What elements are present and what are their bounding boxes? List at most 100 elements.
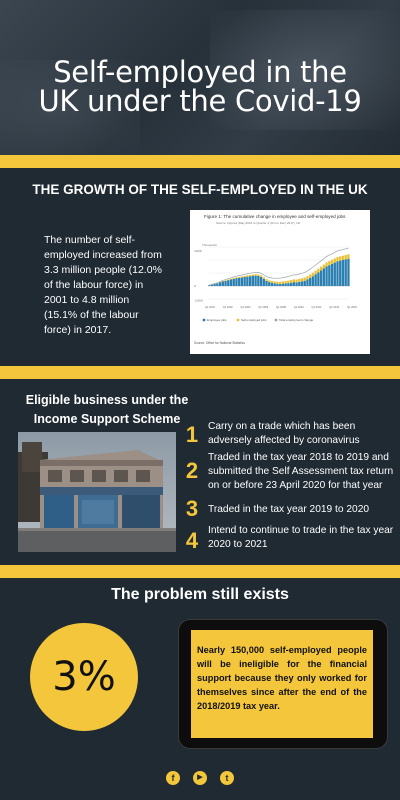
divider-stripe <box>0 155 400 168</box>
chart-bar-self-employed <box>240 276 244 278</box>
chart-bar-self-employed <box>281 281 285 284</box>
chart-bar-employee <box>246 276 249 286</box>
chart-bar-employee <box>276 283 279 286</box>
chart-xtick-label: Q1 2016 <box>347 305 358 309</box>
chart-xtick-label: Q1 2014 <box>329 305 340 309</box>
chart-line-total <box>209 247 349 286</box>
chart-bar-self-employed <box>276 281 279 284</box>
chart-bar-employee <box>221 281 224 286</box>
chart-bar-employee <box>336 261 339 286</box>
chart-bar-self-employed <box>229 278 233 280</box>
chart-bar-self-employed <box>262 277 265 279</box>
chart-bar-self-employed <box>224 280 227 281</box>
chart-bar-employee <box>298 281 301 286</box>
chart-bar-self-employed <box>347 254 350 259</box>
chart-bar-self-employed <box>246 275 249 277</box>
chart-bar-self-employed <box>273 281 276 284</box>
chart-bar-employee <box>279 284 282 286</box>
chart-bar-self-employed <box>306 276 309 280</box>
chart-bar-self-employed <box>333 258 336 263</box>
condition-text: Intend to continue to trade in the tax y… <box>208 525 394 550</box>
chart-ytick-label: -2,000 <box>194 298 203 302</box>
chart-bar-self-employed <box>300 278 304 282</box>
chart-svg: Figure 1: The cumulative change in emplo… <box>194 214 358 345</box>
chart-bar-employee <box>295 282 298 286</box>
chart-bar-self-employed <box>284 281 287 284</box>
chart-bar-self-employed <box>303 277 306 281</box>
eligible-heading-line: Eligible business under the <box>25 393 189 407</box>
chart-legend-swatch <box>236 318 240 322</box>
chart-bar-self-employed <box>319 266 323 271</box>
chart-bar-self-employed <box>243 275 246 277</box>
chart-ytick-label: 0 <box>194 284 196 288</box>
chart-bar-employee <box>224 280 227 286</box>
chart-bar-self-employed <box>339 256 342 261</box>
chart-bar-self-employed <box>248 274 252 277</box>
chart-bar-employee <box>317 272 320 286</box>
chart-bar-employee <box>262 278 265 286</box>
facebook-icon[interactable]: f <box>166 771 180 785</box>
chart-bar-employee <box>339 260 342 286</box>
chart-xtick-label: Q1 2001 <box>205 305 216 309</box>
chart-bar-self-employed <box>289 280 293 283</box>
divider-stripe <box>0 366 400 379</box>
chart-bar-employee <box>238 277 241 286</box>
chart-xtick-label: Q1 2004 <box>241 305 252 309</box>
chart-bar-employee <box>265 280 268 286</box>
chart-bar-employee <box>213 284 216 286</box>
hero-banner: Self-employed in the UK under the Covid-… <box>0 0 400 155</box>
chart-bar-self-employed <box>295 279 298 283</box>
chart-bar-employee <box>284 283 287 286</box>
chart-bar-self-employed <box>325 262 328 267</box>
chart-bar-employee <box>328 265 331 286</box>
chart-bar-self-employed <box>235 277 238 279</box>
youtube-icon[interactable]: ▶ <box>193 771 207 785</box>
chart-bar-employee <box>208 285 211 286</box>
eligible-heading: Eligible business under the Income Suppo… <box>14 391 200 429</box>
growth-description: The number of self-employed increased fr… <box>44 234 162 336</box>
chart-bar-employee <box>229 279 233 286</box>
chart-bar-employee <box>306 279 309 286</box>
hero-title-line: Self-employed in the <box>53 55 347 89</box>
hero-title: Self-employed in the UK under the Covid-… <box>0 58 400 116</box>
chart-bar-employee <box>281 283 285 286</box>
chart-bar-self-employed <box>328 261 331 266</box>
chart-xtick-label: Q1 2010 <box>294 305 305 309</box>
chart-bar-employee <box>322 268 326 286</box>
chart-bar-employee <box>311 276 315 286</box>
chart-bar-employee <box>248 276 252 286</box>
shopfront-illustration <box>18 432 176 552</box>
chart-bar-employee <box>347 258 350 286</box>
chart-bar-employee <box>292 282 295 286</box>
growth-chart: Figure 1: The cumulative change in emplo… <box>190 210 370 354</box>
chart-bar-employee <box>232 278 235 286</box>
divider-stripe <box>0 565 400 578</box>
chart-bar-employee <box>303 280 306 286</box>
shopfront-photo <box>18 432 176 552</box>
chart-bar-employee <box>300 281 304 286</box>
twitter-icon[interactable]: t <box>220 771 234 785</box>
chart-bar-employee <box>227 280 230 286</box>
chart-bar-employee <box>268 282 271 286</box>
chart-xtick-label: Q1 2012 <box>312 305 323 309</box>
chart-bar-employee <box>325 266 328 286</box>
growth-heading: THE GROWTH OF THE SELF-EMPLOYED IN THE U… <box>32 182 368 197</box>
hero-background-shade <box>0 60 140 155</box>
percent-value: 3% <box>52 654 116 700</box>
chart-bar-employee <box>210 284 214 286</box>
chart-bar-self-employed <box>309 274 312 278</box>
chart-bar-employee <box>319 270 323 286</box>
tablet-screen <box>191 630 373 738</box>
chart-bar-self-employed <box>254 274 257 276</box>
problem-text: Nearly 150,000 self-employed people will… <box>197 645 367 711</box>
chart-source: Source: Office for National Statistics <box>194 341 245 345</box>
chart-legend-label: Total employment change <box>279 318 314 322</box>
chart-bar-self-employed <box>322 264 326 269</box>
chart-legend-swatch <box>274 318 278 322</box>
chart-bar-self-employed <box>336 257 339 262</box>
chart-bar-self-employed <box>311 272 315 277</box>
chart-bar-self-employed <box>257 274 260 276</box>
chart-xtick-label: Q1 2002 <box>223 305 234 309</box>
chart-bar-self-employed <box>259 275 263 277</box>
